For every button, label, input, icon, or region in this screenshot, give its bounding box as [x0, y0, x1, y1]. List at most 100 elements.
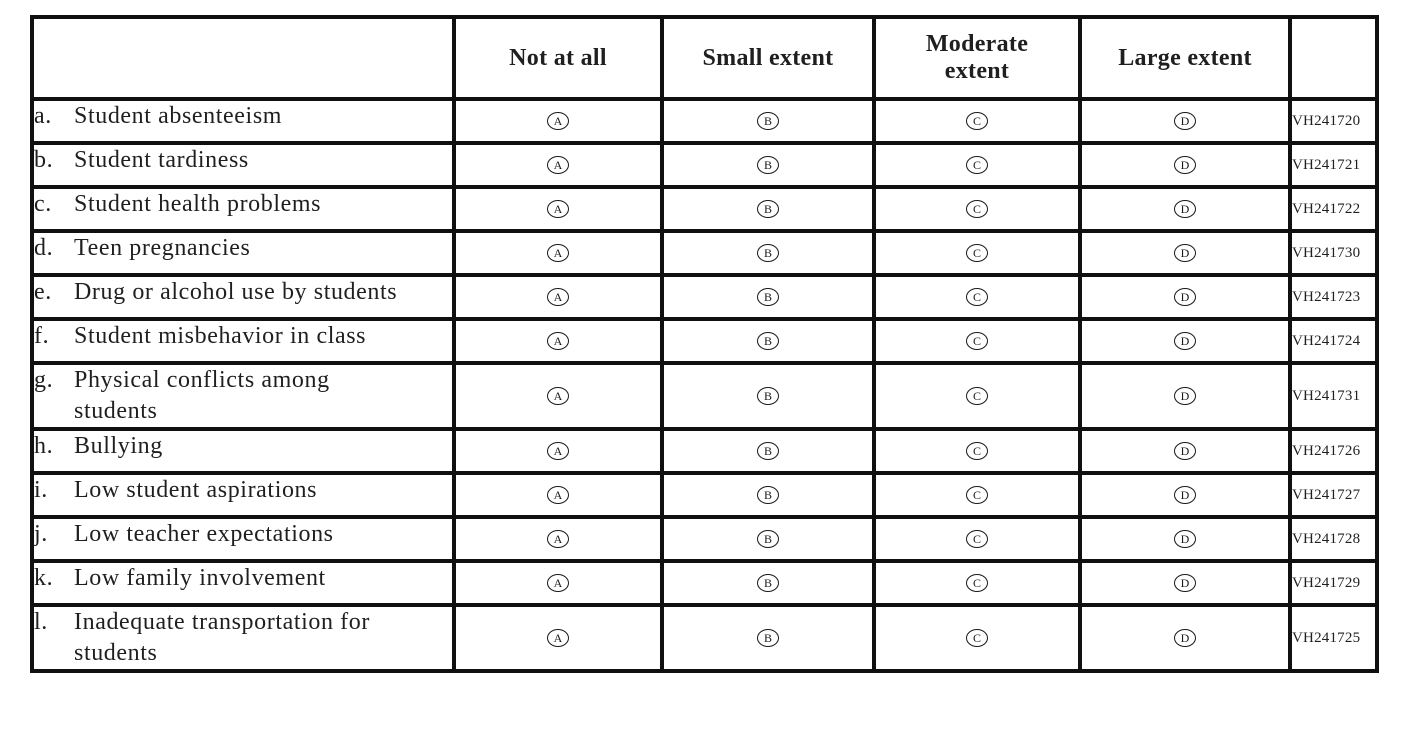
answer-bubble-b[interactable]: B [757, 111, 779, 130]
answer-bubble-a[interactable]: A [547, 386, 569, 405]
row-item-letter: j. [34, 521, 48, 547]
answer-bubble-b[interactable]: B [757, 529, 779, 548]
row-item-letter: l. [34, 609, 48, 635]
answer-bubble-b[interactable]: B [757, 628, 779, 647]
row-item-label: Low family involvement [74, 565, 326, 591]
answer-bubble-a[interactable]: A [547, 243, 569, 262]
table-row: d. Teen pregnancies A B C D VH241730 [30, 229, 1379, 277]
accession-code-label: VH241723 [1292, 288, 1361, 305]
option-cell-moderate-extent: C [872, 317, 1082, 365]
option-cell-small-extent: B [660, 317, 876, 365]
option-cell-moderate-extent: C [872, 141, 1082, 189]
answer-bubble-b[interactable]: B [757, 331, 779, 350]
answer-bubble-a[interactable]: A [547, 628, 569, 647]
answer-bubble-c[interactable]: C [966, 573, 988, 592]
row-stem-cell: l. Inadequate transportation for students [30, 603, 456, 673]
row-item-letter: a. [34, 103, 52, 129]
answer-bubble-b[interactable]: B [757, 199, 779, 218]
answer-bubble-b[interactable]: B [757, 485, 779, 504]
answer-bubble-d[interactable]: D [1174, 573, 1196, 592]
option-cell-moderate-extent: C [872, 361, 1082, 431]
answer-bubble-a[interactable]: A [547, 485, 569, 504]
answer-bubble-c[interactable]: C [966, 287, 988, 306]
row-stem-cell: c. Student health problems [30, 185, 456, 233]
row-item-label: Student health problems [74, 191, 322, 217]
answer-bubble-a[interactable]: A [547, 529, 569, 548]
header-large-extent: Large extent [1078, 15, 1292, 101]
answer-bubble-d[interactable]: D [1174, 199, 1196, 218]
option-cell-moderate-extent: C [872, 559, 1082, 607]
row-item-label: Bullying [74, 433, 163, 459]
answer-bubble-a[interactable]: A [547, 441, 569, 460]
answer-bubble-d[interactable]: D [1174, 628, 1196, 647]
answer-bubble-c[interactable]: C [966, 199, 988, 218]
accession-code-label: VH241728 [1292, 530, 1361, 547]
row-item-label: Low student aspirations [74, 477, 318, 503]
table-row: k. Low family involvement A B C D VH24172… [30, 559, 1379, 607]
option-cell-large-extent: D [1078, 515, 1292, 563]
option-cell-small-extent: B [660, 559, 876, 607]
answer-bubble-c[interactable]: C [966, 111, 988, 130]
answer-bubble-b[interactable]: B [757, 243, 779, 262]
answer-bubble-d[interactable]: D [1174, 155, 1196, 174]
option-cell-large-extent: D [1078, 185, 1292, 233]
option-cell-small-extent: B [660, 273, 876, 321]
row-item-letter: d. [34, 235, 54, 261]
answer-bubble-b[interactable]: B [757, 441, 779, 460]
option-cell-not-at-all: A [452, 361, 664, 431]
option-cell-small-extent: B [660, 515, 876, 563]
answer-bubble-c[interactable]: C [966, 243, 988, 262]
accession-code-label: VH241724 [1292, 332, 1361, 349]
row-item-label: Inadequate transportation for students [74, 609, 370, 666]
option-cell-moderate-extent: C [872, 515, 1082, 563]
answer-bubble-c[interactable]: C [966, 386, 988, 405]
answer-bubble-b[interactable]: B [757, 573, 779, 592]
answer-bubble-c[interactable]: C [966, 155, 988, 174]
row-stem-cell: j. Low teacher expectations [30, 515, 456, 563]
header-code-blank [1288, 15, 1379, 101]
accession-code-label: VH241729 [1292, 574, 1361, 591]
answer-bubble-d[interactable]: D [1174, 441, 1196, 460]
answer-bubble-d[interactable]: D [1174, 111, 1196, 130]
row-stem-cell: i. Low student aspirations [30, 471, 456, 519]
option-cell-moderate-extent: C [872, 185, 1082, 233]
answer-bubble-a[interactable]: A [547, 155, 569, 174]
header-label: Moderate extent [925, 31, 1029, 84]
header-stem-blank [30, 15, 456, 101]
table-row: f. Student misbehavior in class A B C D V… [30, 317, 1379, 365]
option-cell-not-at-all: A [452, 603, 664, 673]
option-cell-not-at-all: A [452, 317, 664, 365]
answer-bubble-a[interactable]: A [547, 573, 569, 592]
answer-bubble-c[interactable]: C [966, 485, 988, 504]
answer-bubble-a[interactable]: A [547, 287, 569, 306]
answer-bubble-d[interactable]: D [1174, 386, 1196, 405]
answer-bubble-d[interactable]: D [1174, 243, 1196, 262]
answer-bubble-d[interactable]: D [1174, 529, 1196, 548]
option-cell-large-extent: D [1078, 141, 1292, 189]
answer-bubble-c[interactable]: C [966, 331, 988, 350]
option-cell-moderate-extent: C [872, 97, 1082, 145]
answer-bubble-b[interactable]: B [757, 155, 779, 174]
answer-bubble-a[interactable]: A [547, 199, 569, 218]
answer-bubble-c[interactable]: C [966, 529, 988, 548]
row-accession-code: VH241729 [1288, 559, 1379, 607]
answer-bubble-d[interactable]: D [1174, 485, 1196, 504]
answer-bubble-c[interactable]: C [966, 628, 988, 647]
row-accession-code: VH241724 [1288, 317, 1379, 365]
accession-code-label: VH241721 [1292, 156, 1361, 173]
row-accession-code: VH241721 [1288, 141, 1379, 189]
answer-bubble-b[interactable]: B [757, 287, 779, 306]
row-accession-code: VH241720 [1288, 97, 1379, 145]
row-stem-cell: d. Teen pregnancies [30, 229, 456, 277]
answer-bubble-a[interactable]: A [547, 331, 569, 350]
table-header-row: Not at all Small extent Moderate extent … [30, 15, 1379, 101]
header-label: Large extent [1118, 44, 1252, 71]
answer-bubble-a[interactable]: A [547, 111, 569, 130]
option-cell-not-at-all: A [452, 185, 664, 233]
answer-bubble-d[interactable]: D [1174, 287, 1196, 306]
answer-bubble-d[interactable]: D [1174, 331, 1196, 350]
option-cell-not-at-all: A [452, 559, 664, 607]
answer-bubble-b[interactable]: B [757, 386, 779, 405]
row-item-letter: g. [34, 367, 54, 393]
answer-bubble-c[interactable]: C [966, 441, 988, 460]
